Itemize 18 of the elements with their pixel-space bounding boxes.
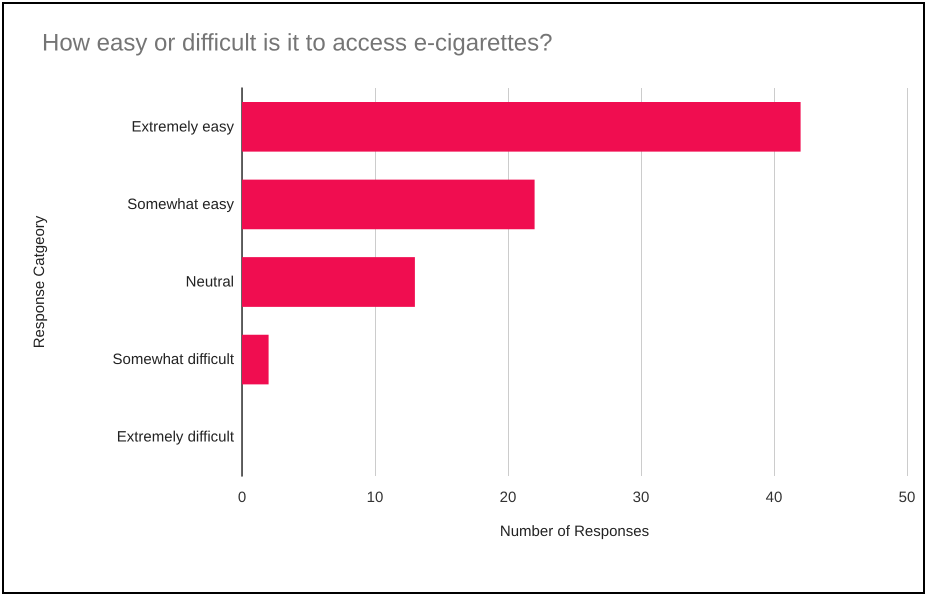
chart-title: How easy or difficult is it to access e-cigarettes? bbox=[42, 30, 552, 56]
bar bbox=[242, 180, 535, 230]
y-tick-label: Extremely easy bbox=[131, 118, 234, 136]
x-tick-label: 0 bbox=[238, 489, 246, 506]
x-tick-label: 10 bbox=[366, 489, 384, 506]
bar bbox=[242, 334, 269, 384]
y-tick-label: Neutral bbox=[186, 274, 234, 290]
x-axis-title: Number of Responses bbox=[500, 523, 650, 540]
x-tick-label: 50 bbox=[898, 489, 916, 506]
x-tick-label: 20 bbox=[500, 489, 516, 506]
bar bbox=[242, 102, 801, 152]
y-axis-title: Response Catgeory bbox=[31, 215, 48, 348]
y-tick-label: Somewhat difficult bbox=[112, 351, 235, 368]
x-tick-label: 40 bbox=[766, 489, 782, 506]
y-tick-label: Somewhat easy bbox=[127, 196, 234, 213]
bar bbox=[242, 257, 415, 307]
y-tick-label: Extremely difficult bbox=[116, 428, 235, 446]
x-tick-label: 30 bbox=[632, 489, 650, 506]
